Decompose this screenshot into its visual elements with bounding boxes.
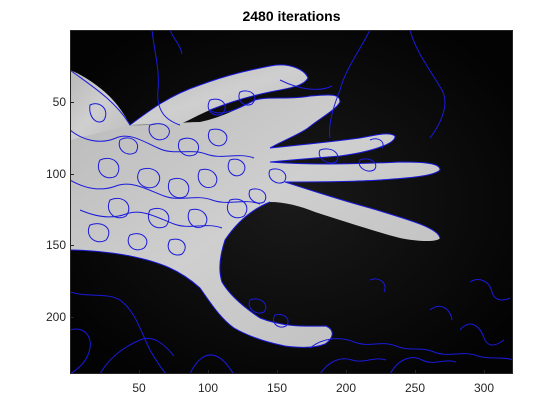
plot-title: 2480 iterations: [242, 8, 341, 24]
y-tick-mark: [70, 174, 74, 175]
x-tick-label: 150: [266, 381, 288, 395]
x-tick-mark: [346, 370, 347, 374]
y-tick-mark: [70, 102, 74, 103]
x-tick-label: 250: [404, 381, 426, 395]
x-tick-label: 300: [473, 381, 495, 395]
x-tick-label: 50: [132, 381, 146, 395]
x-tick-mark: [484, 370, 485, 374]
x-tick-mark: [277, 370, 278, 374]
y-tick-label: 50: [52, 95, 66, 109]
segmentation-image: [70, 30, 513, 374]
y-tick-mark: [70, 245, 74, 246]
y-tick-label: 100: [45, 167, 66, 181]
x-tick-mark: [208, 370, 209, 374]
x-tick-label: 100: [197, 381, 219, 395]
x-tick-mark: [415, 370, 416, 374]
y-tick-label: 200: [45, 310, 66, 324]
image-axes: [70, 30, 513, 374]
y-tick-label: 150: [45, 238, 66, 252]
y-tick-mark: [70, 317, 74, 318]
contour-lines: [70, 30, 513, 374]
x-tick-mark: [139, 370, 140, 374]
x-tick-label: 200: [335, 381, 357, 395]
